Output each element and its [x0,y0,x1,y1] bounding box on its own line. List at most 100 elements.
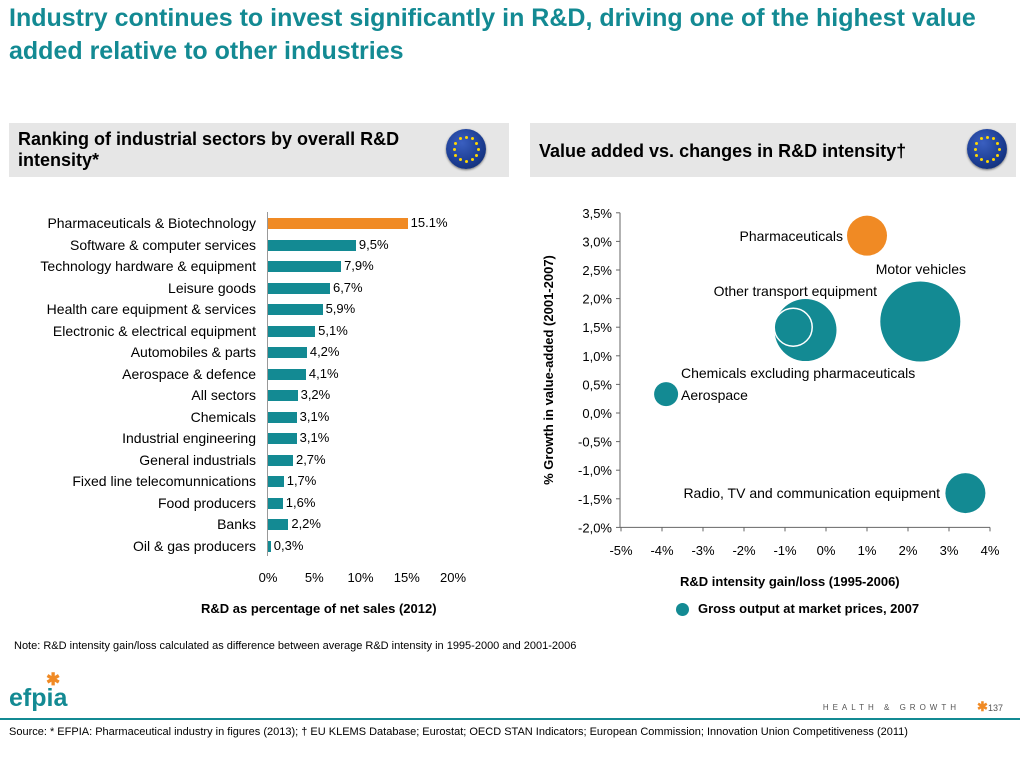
bar-value-label: 15.1% [410,215,448,230]
y-tick-label: 2,5% [582,263,612,278]
bar-value-label: 1,6% [285,494,316,510]
bubble-point [945,473,986,514]
y-tick-label: -0,5% [578,435,612,450]
bubble-point [774,299,837,362]
eu-star [973,147,977,151]
bar [268,261,342,272]
x-tick-label: 2% [899,543,918,558]
bar [268,282,330,294]
eu-star [979,137,983,141]
bubble-point [773,307,813,347]
efpia-logo: efpia [9,684,68,712]
eu-star [975,141,979,145]
y-tick-label: -1,0% [578,463,612,478]
bar-category-label: Health care equipment & services [46,301,256,317]
bar-value-label: 6,7% [332,279,363,295]
y-tick-label: 3,5% [582,206,612,221]
footnote: Note: R&D intensity gain/loss calculated… [14,640,577,652]
eu-flag-icon [967,129,1007,169]
left-panel-header: Ranking of industrial sectors by overall… [9,123,509,177]
bubble-chart: 3,5% 3,0% 2,5% 2,0% 1,5% 1,0% 0,5% 0,0% -0,5% -1,… [541,206,1000,558]
eu-star [985,159,989,163]
bar [268,476,284,487]
bar-value-label: 4,1% [308,365,339,381]
eu-star [474,153,478,157]
bar-category-label: Banks [217,516,256,532]
bar-x-tick-label: 10% [347,570,374,585]
bar-category-label: Automobiles & parts [130,344,256,360]
bubble-label: Pharmaceuticals [740,228,844,244]
legend-marker [676,603,689,616]
page-number: 137 [988,703,1004,713]
y-tick-label: -1,5% [578,492,612,507]
bar [268,368,306,380]
bar-category-label: Aerospace & defence [122,365,256,382]
bar [268,304,323,315]
eu-star [995,141,999,145]
bar-category-label: Oil & gas producers [133,537,256,554]
footer-divider [0,718,1020,720]
eu-star [474,141,478,145]
bubble-label: Aerospace [681,387,748,403]
x-tick-label: -2% [732,543,756,558]
bar-category-label: All sectors [191,387,256,403]
bubble-point [654,382,679,407]
x-tick-label: -1% [773,543,797,558]
bar [268,497,283,509]
bar-value-label: 9,5% [358,236,389,252]
eu-star [991,157,995,161]
left-panel-title: Ranking of industrial sectors by overall… [18,129,400,170]
bubble-label: Chemicals excluding pharmaceuticals [681,365,915,381]
bar-category-label: Leisure goods [168,279,256,296]
x-tick-label: 4% [981,543,1000,558]
slide-title: Industry continues to invest significant… [9,4,976,65]
eu-star [470,137,474,141]
eu-star [476,147,480,151]
right-panel-title: Value added vs. changes in R&D intensity… [539,141,907,161]
bar-x-tick-label: 15% [393,570,420,585]
bar-value-label: 2,7% [295,451,326,467]
tagline: HEALTH & GROWTH [822,703,960,712]
bubble-label: Motor vehicles [876,261,966,277]
bar-value-label: 0,3% [273,537,304,553]
eu-star [458,137,462,141]
bar-value-label: 5,1% [318,322,348,338]
eu-star [979,157,983,161]
x-tick-label: -5% [609,543,633,558]
bubble-chart-x-axis-title: R&D intensity gain/loss (1995-2006) [680,574,900,589]
y-tick-label: 2,0% [582,292,612,307]
bar [268,347,307,358]
x-tick-label: 1% [858,543,877,558]
bar-value-label: 3,1% [299,430,330,445]
x-tick-label: -4% [650,543,674,558]
x-tick-label: 0% [817,543,836,558]
eu-star [995,153,999,157]
bar-value-label: 2,2% [291,516,321,531]
y-tick-label: 3,0% [582,234,612,249]
bubble-point [847,215,887,256]
eu-star [997,147,1001,151]
y-tick-label: 1,0% [582,349,612,364]
eu-star [458,157,462,161]
bar [268,454,293,466]
source-text: Source: * EFPIA: Pharmaceutical industry… [9,726,908,738]
eu-star [985,135,989,139]
bar [268,239,356,251]
eu-star [975,153,979,157]
bar-category-label: Software & computer services [70,236,256,253]
eu-star [470,157,474,161]
bar-x-tick-label: 5% [304,570,324,585]
bar-value-label: 3,1% [299,408,330,424]
bubble-point [880,281,961,362]
logo-star-icon: ✱ [46,670,61,689]
eu-flag-icon [446,129,486,169]
x-tick-label: 3% [940,543,959,558]
y-tick-label: 1,5% [582,320,612,335]
bar-x-tick-label: 20% [439,570,467,585]
eu-star [991,137,995,141]
bar [268,411,297,423]
bar-category-label: Industrial engineering [122,430,256,446]
bar [268,218,408,229]
y-tick-label: 0,5% [582,377,612,392]
bar [268,325,316,337]
